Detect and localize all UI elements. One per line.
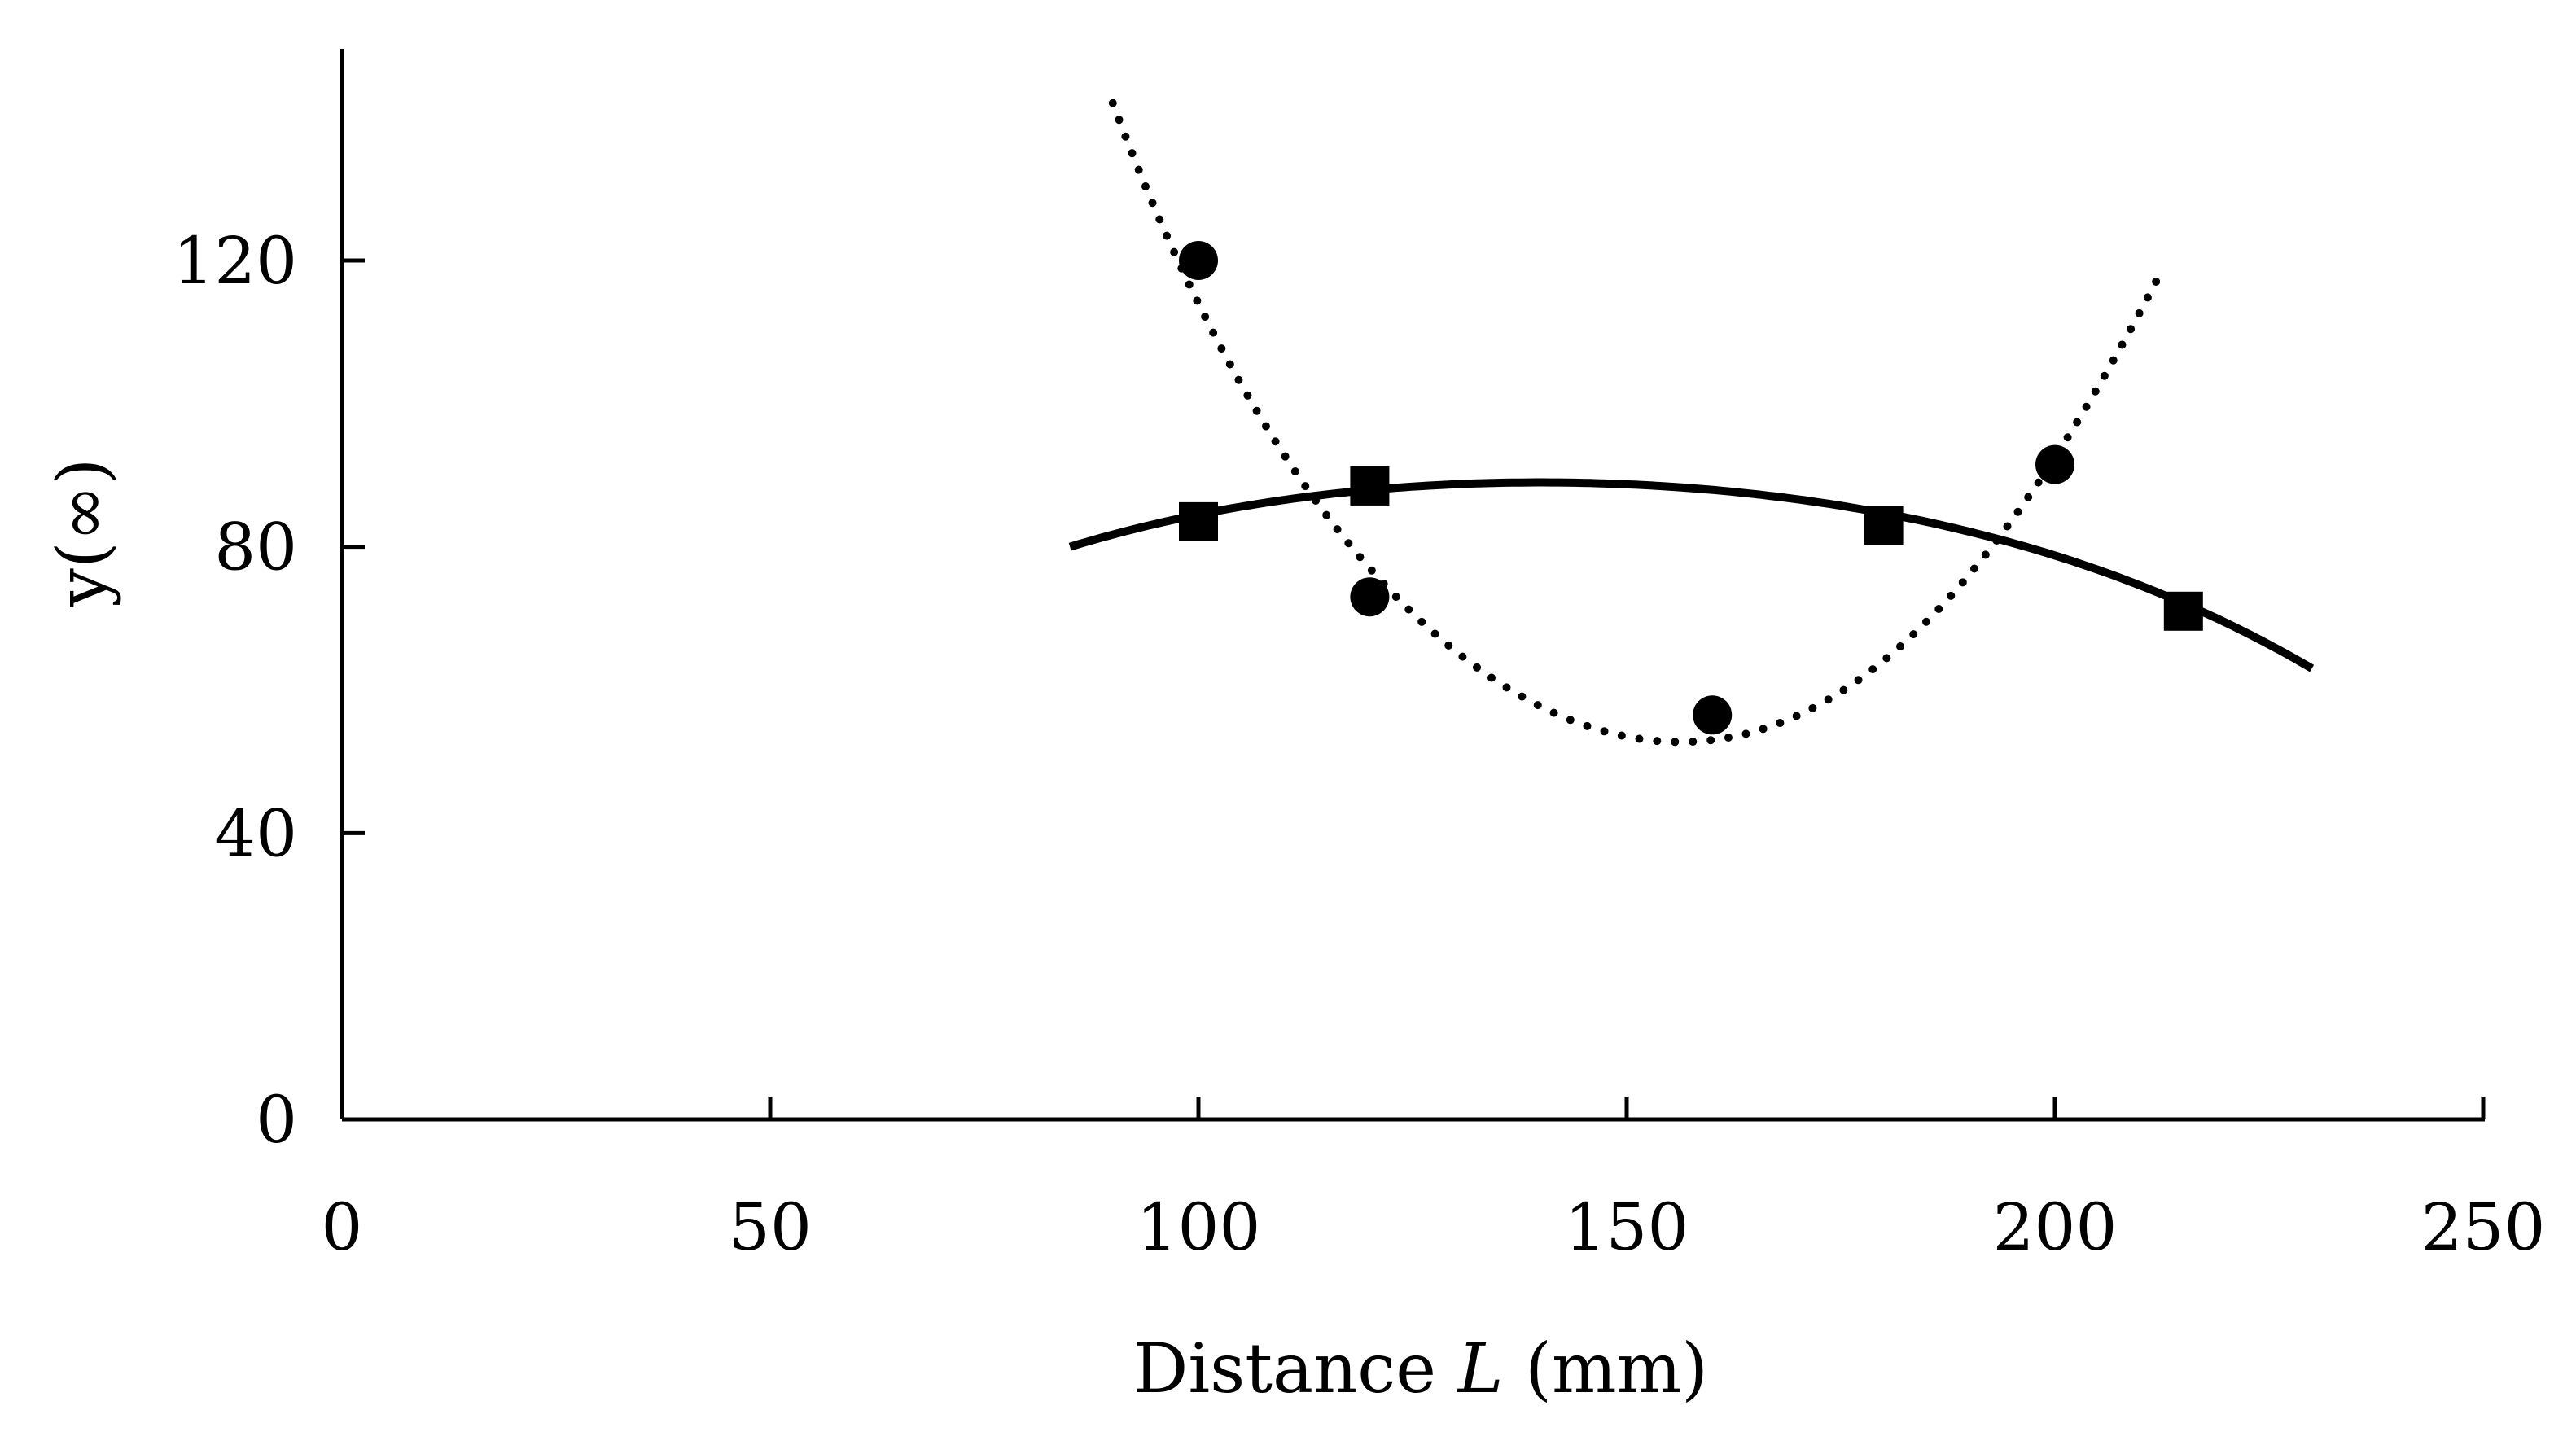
y-tick-label: 120 [173, 223, 297, 299]
x-tick-label: 250 [2421, 1189, 2546, 1265]
data-points [1179, 241, 2203, 735]
ticks: 0 50 100 150 200 250 0 40 80 120 [173, 223, 2545, 1265]
x-tick-label: 50 [729, 1189, 812, 1265]
circle-data-point [1179, 241, 1218, 280]
x-tick-label: 100 [1137, 1189, 1261, 1265]
circles-fit-curve [1108, 99, 2162, 747]
x-axis-title-prefix: Distance [1133, 1329, 1458, 1408]
y-tick-label: 40 [214, 795, 297, 871]
square-data-point [1864, 506, 1904, 545]
squares-fit-curve [1068, 478, 2315, 672]
y-tick-label: 80 [214, 510, 297, 585]
axes [340, 49, 2485, 1122]
y-tick-label: 0 [256, 1082, 297, 1158]
x-axis-title-unit: (mm) [1503, 1329, 1708, 1408]
x-tick-label: 150 [1565, 1189, 1689, 1265]
square-data-point [1179, 501, 1218, 541]
x-tick-label: 200 [1993, 1189, 2118, 1265]
circle-data-point [1693, 695, 1733, 735]
square-data-point [2163, 591, 2203, 631]
circle-data-point [1350, 577, 1390, 617]
x-tick-label: 0 [322, 1189, 363, 1265]
y-axis-title: y(∞) [42, 458, 122, 608]
square-data-point [1350, 466, 1390, 506]
fit-curves [1068, 99, 2315, 747]
x-axis-title-variable: L [1457, 1329, 1504, 1408]
x-axis-title: Distance L (mm) [1133, 1329, 1708, 1408]
circle-data-point [2035, 444, 2074, 484]
